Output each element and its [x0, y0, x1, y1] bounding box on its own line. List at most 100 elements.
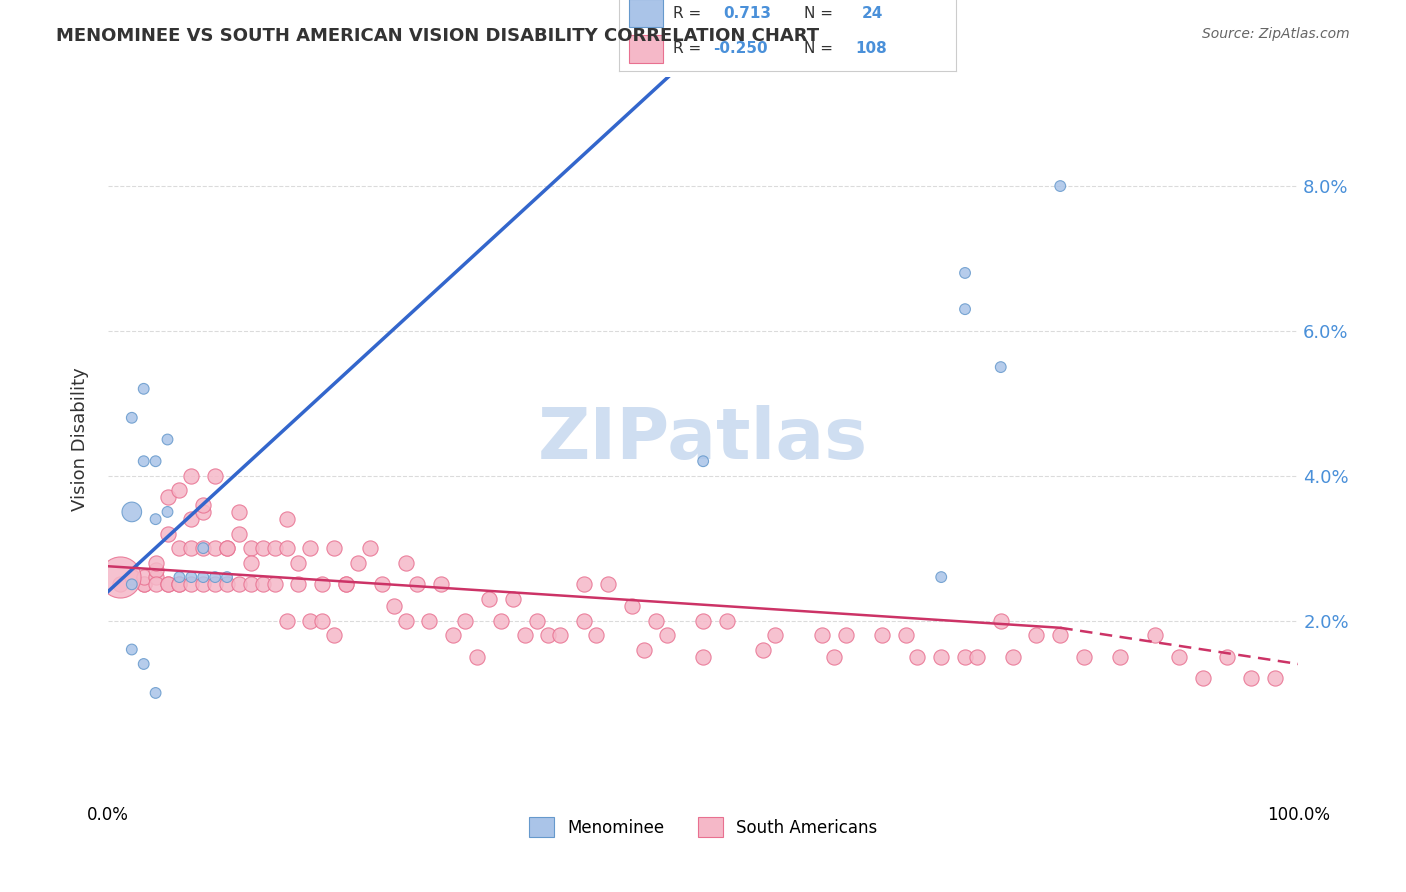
- Point: [1263, 672, 1285, 686]
- Point: [263, 577, 285, 591]
- Point: [287, 556, 309, 570]
- Point: [169, 570, 191, 584]
- Point: [180, 541, 202, 555]
- Point: [1108, 649, 1130, 664]
- Point: [132, 570, 155, 584]
- Point: [953, 266, 976, 280]
- Point: [156, 505, 179, 519]
- Point: [751, 642, 773, 657]
- Point: [382, 599, 405, 613]
- Point: [1144, 628, 1167, 642]
- Y-axis label: Vision Disability: Vision Disability: [72, 368, 89, 511]
- Point: [193, 541, 215, 555]
- Point: [121, 410, 143, 425]
- Point: [870, 628, 893, 642]
- Point: [215, 541, 238, 555]
- Point: [132, 577, 155, 591]
- Point: [835, 628, 858, 642]
- Point: [620, 599, 643, 613]
- Point: [454, 614, 477, 628]
- Point: [108, 570, 131, 584]
- Point: [572, 577, 595, 591]
- Point: [572, 614, 595, 628]
- Point: [763, 628, 786, 642]
- Point: [441, 628, 464, 642]
- Point: [311, 577, 333, 591]
- Point: [585, 628, 607, 642]
- Point: [596, 577, 619, 591]
- Point: [145, 686, 167, 700]
- Bar: [628, 0, 662, 28]
- Point: [132, 382, 155, 396]
- Point: [1001, 649, 1024, 664]
- Point: [823, 649, 845, 664]
- Point: [1073, 649, 1095, 664]
- Point: [239, 556, 262, 570]
- Point: [990, 360, 1012, 375]
- Point: [121, 570, 143, 584]
- Point: [276, 541, 298, 555]
- Point: [252, 541, 274, 555]
- Point: [929, 649, 952, 664]
- Point: [169, 541, 191, 555]
- Point: [966, 649, 988, 664]
- Point: [418, 614, 440, 628]
- Point: [145, 512, 167, 526]
- Point: [145, 570, 167, 584]
- Point: [929, 570, 952, 584]
- Point: [276, 614, 298, 628]
- Point: [692, 614, 714, 628]
- Point: [228, 505, 250, 519]
- Point: [156, 577, 179, 591]
- Point: [1049, 179, 1071, 194]
- Text: Source: ZipAtlas.com: Source: ZipAtlas.com: [1202, 27, 1350, 41]
- Point: [169, 577, 191, 591]
- Point: [204, 541, 226, 555]
- Point: [335, 577, 357, 591]
- Point: [894, 628, 917, 642]
- Point: [953, 302, 976, 317]
- Text: MENOMINEE VS SOUTH AMERICAN VISION DISABILITY CORRELATION CHART: MENOMINEE VS SOUTH AMERICAN VISION DISAB…: [56, 27, 820, 45]
- Bar: [628, 36, 662, 63]
- Point: [204, 577, 226, 591]
- Point: [180, 577, 202, 591]
- Text: 0.713: 0.713: [723, 6, 772, 21]
- Point: [657, 628, 679, 642]
- Point: [323, 541, 346, 555]
- Point: [990, 614, 1012, 628]
- Text: N =: N =: [804, 6, 834, 21]
- Point: [323, 628, 346, 642]
- Point: [204, 570, 226, 584]
- Point: [1240, 672, 1263, 686]
- Point: [132, 657, 155, 671]
- Point: [692, 454, 714, 468]
- Text: R =: R =: [672, 6, 700, 21]
- Point: [193, 570, 215, 584]
- Text: ZIPatlas: ZIPatlas: [538, 405, 869, 474]
- Point: [252, 577, 274, 591]
- Point: [156, 433, 179, 447]
- Point: [215, 541, 238, 555]
- Point: [394, 556, 416, 570]
- Point: [406, 577, 429, 591]
- Point: [121, 577, 143, 591]
- Point: [371, 577, 394, 591]
- Point: [145, 454, 167, 468]
- Point: [180, 570, 202, 584]
- Point: [359, 541, 381, 555]
- Point: [299, 541, 322, 555]
- Point: [169, 577, 191, 591]
- Point: [299, 614, 322, 628]
- Point: [811, 628, 834, 642]
- Point: [239, 541, 262, 555]
- Point: [121, 642, 143, 657]
- Point: [228, 577, 250, 591]
- Point: [716, 614, 738, 628]
- Point: [180, 512, 202, 526]
- Point: [169, 483, 191, 498]
- Point: [478, 591, 501, 606]
- Point: [145, 556, 167, 570]
- Text: 108: 108: [855, 41, 887, 56]
- Point: [193, 541, 215, 555]
- Point: [550, 628, 572, 642]
